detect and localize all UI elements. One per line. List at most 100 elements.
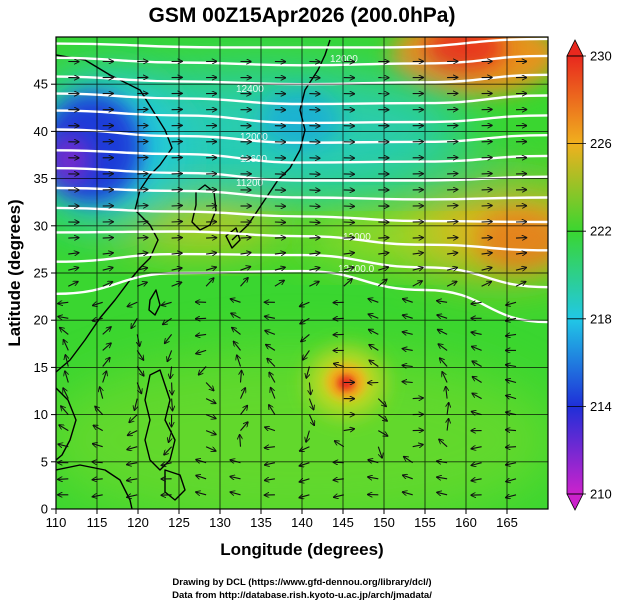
- wind-arrow: [437, 477, 448, 479]
- wind-arrow: [343, 222, 355, 223]
- wind-arrow: [299, 495, 310, 498]
- wind-arrow: [481, 268, 492, 271]
- x-tick-label: 165: [496, 515, 518, 530]
- wind-arrow: [447, 206, 458, 207]
- colorbar-tick-label: 218: [590, 311, 612, 326]
- wind-arrow: [299, 301, 310, 306]
- wind-arrow: [440, 358, 448, 367]
- wind-arrow: [402, 492, 413, 495]
- wind-arrow: [303, 350, 310, 360]
- x-tick-label: 140: [291, 515, 313, 530]
- wind-arrow: [129, 414, 138, 423]
- wind-arrow: [205, 446, 216, 451]
- wind-arrow: [412, 238, 424, 239]
- wind-arrow: [68, 238, 79, 239]
- wind-arrow: [471, 463, 482, 466]
- wind-arrow: [240, 405, 248, 415]
- x-tick-label: 145: [332, 515, 354, 530]
- wind-arrow: [68, 253, 79, 254]
- wind-arrow: [515, 238, 527, 239]
- wind-arrow: [299, 446, 310, 451]
- wind-arrow: [446, 268, 457, 271]
- y-tick-label: 5: [41, 454, 48, 469]
- wind-arrow: [447, 253, 458, 254]
- wind-arrow: [333, 495, 344, 498]
- colorbar-tick-label: 230: [590, 49, 612, 64]
- wind-arrow: [515, 282, 526, 287]
- wind-arrow: [127, 430, 138, 436]
- x-tick-label: 125: [168, 515, 190, 530]
- wind-arrow: [481, 253, 493, 254]
- wind-arrow: [402, 332, 413, 335]
- wind-arrow: [472, 346, 482, 351]
- wind-arrow: [58, 479, 69, 480]
- colorbar-min-arrow: [566, 493, 584, 511]
- wind-arrow: [481, 222, 493, 223]
- wind-arrow: [412, 281, 423, 287]
- wind-arrow: [402, 382, 413, 383]
- y-tick-label: 20: [34, 313, 48, 328]
- colorbar-tick-label: 210: [590, 487, 612, 502]
- x-axis-label: Longitude (degrees): [220, 540, 383, 559]
- wind-arrow: [306, 366, 309, 379]
- contour-labels: 12000 12400 12000 11600 11200 12000 1240…: [236, 54, 375, 275]
- wind-arrow: [102, 343, 112, 351]
- wind-arrow: [233, 341, 241, 351]
- philippines-south: [164, 469, 186, 501]
- wind-arrow: [378, 430, 388, 437]
- wind-arrow: [196, 334, 207, 336]
- wind-arrow: [205, 398, 216, 404]
- y-tick-label: 15: [34, 360, 48, 375]
- wind-arrow: [309, 190, 320, 191]
- wind-arrow: [127, 495, 138, 498]
- japan-coast: [231, 39, 331, 241]
- wind-arrow: [196, 350, 207, 353]
- colorbar-bar: [566, 55, 584, 495]
- wind-arrow: [437, 301, 448, 303]
- wind-arrow: [269, 405, 276, 415]
- wind-arrow: [196, 475, 207, 478]
- wind-arrow: [206, 253, 217, 254]
- wind-arrow: [165, 334, 173, 343]
- wind-arrow: [102, 268, 113, 271]
- wind-arrow: [412, 253, 424, 254]
- wind-arrow: [127, 463, 138, 465]
- wind-arrow: [369, 329, 379, 335]
- wind-arrow: [231, 313, 241, 319]
- borneo-coast: [56, 464, 133, 509]
- wind-arrow: [136, 282, 147, 287]
- wind-arrow: [472, 393, 482, 400]
- wind-arrow: [240, 278, 249, 287]
- wind-arrow: [240, 238, 252, 239]
- wind-arrow: [309, 238, 320, 239]
- wind-arrow: [402, 365, 413, 366]
- wind-arrow: [205, 430, 216, 435]
- contour-label: 12000: [330, 54, 358, 65]
- y-tick-label: 45: [34, 77, 48, 92]
- wind-arrow: [309, 222, 320, 223]
- wind-arrow: [378, 267, 388, 270]
- wind-arrow: [368, 299, 379, 303]
- wind-arrow: [205, 278, 214, 287]
- wind-arrow: [369, 360, 379, 367]
- wind-arrow: [171, 282, 182, 287]
- wind-arrow: [437, 330, 448, 335]
- x-tick-label: 135: [250, 515, 272, 530]
- wind-arrow: [412, 398, 424, 399]
- contour-label: 12000: [343, 232, 371, 243]
- wind-arrow: [264, 447, 275, 448]
- wind-arrow: [196, 492, 207, 495]
- wind-arrow: [100, 387, 103, 399]
- x-axis: 110 115 120 125 130 135 140 145 150 155 160 165: [46, 509, 518, 530]
- wind-arrow: [447, 403, 449, 415]
- wind-arrow: [437, 315, 448, 318]
- wind-arrow: [377, 279, 387, 287]
- credit-data: Data from http://database.rish.kyoto-u.a…: [172, 590, 432, 601]
- wind-arrow: [402, 315, 413, 318]
- credit-drawing: Drawing by DCL (https://www.gfd-dennou.o…: [172, 577, 431, 588]
- wind-arrow: [137, 222, 148, 223]
- wind-arrow: [309, 268, 319, 271]
- y-tick-label: 40: [34, 124, 48, 139]
- wind-arrow: [403, 475, 413, 479]
- y-axis: 0 5 10 15 20 25 30 35 40 45: [34, 77, 56, 517]
